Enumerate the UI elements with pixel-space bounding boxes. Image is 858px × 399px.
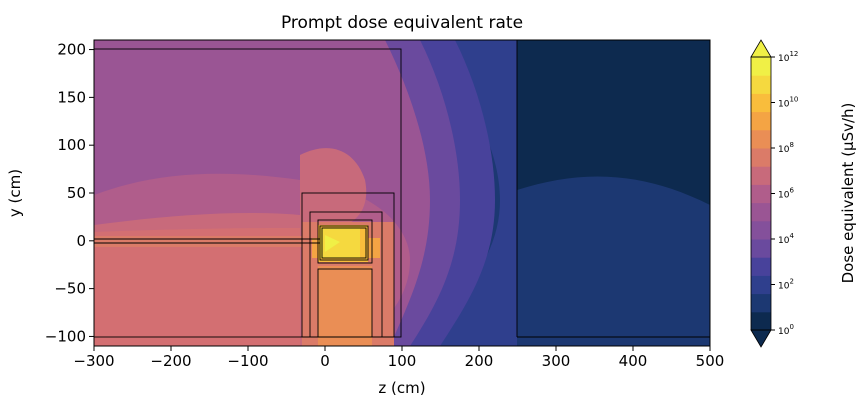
colorbar-extend-min [750, 329, 772, 348]
x-axis: −300 −200 −100 0 100 200 300 400 500 [73, 346, 724, 370]
colorbar-segment [751, 202, 771, 222]
x-tick-label: 100 [388, 352, 417, 370]
colorbar-segment [751, 166, 771, 185]
colorbar-segment [751, 257, 771, 276]
x-tick-label: 400 [619, 352, 648, 370]
x-tick-label: −200 [150, 352, 191, 370]
colorbar-tick-label: 104 [778, 232, 794, 246]
colorbar-segment [751, 111, 771, 131]
colorbar-segment [751, 239, 771, 258]
y-tick-label: 50 [67, 184, 86, 202]
colorbar-segment [751, 129, 771, 149]
region-level-3 [420, 40, 517, 346]
x-axis-label: z (cm) [378, 379, 425, 397]
y-tick-label: 150 [57, 88, 86, 106]
colorbar-extend-max [750, 39, 772, 58]
colorbar-segment [751, 57, 771, 76]
colorbar-tick-label: 108 [778, 141, 794, 155]
y-tick-label: 100 [57, 136, 86, 154]
colorbar-tick-label: 100 [778, 323, 794, 337]
colorbar-segment [751, 220, 771, 240]
region-target-peak [325, 235, 340, 252]
x-tick-label: 500 [696, 352, 725, 370]
x-tick-label: −100 [227, 352, 268, 370]
y-tick-label: 0 [76, 232, 86, 250]
colorbar-tick-label: 1012 [778, 50, 798, 64]
x-tick-label: −300 [73, 352, 114, 370]
x-tick-label: 0 [320, 352, 330, 370]
x-tick-label: 300 [542, 352, 571, 370]
colorbar-segment [751, 148, 771, 167]
colorbar: 100 102 104 106 108 1010 1012 [750, 39, 798, 348]
y-tick-label: 200 [57, 41, 86, 59]
colorbar-segment [751, 75, 771, 94]
y-tick-label: −50 [54, 280, 86, 298]
region-upper-right-dark [480, 40, 710, 205]
colorbar-segment [751, 293, 771, 313]
region-shield-inner [318, 266, 372, 346]
geometry-outlines [94, 40, 710, 338]
chart-title: Prompt dose equivalent rate [281, 13, 523, 33]
colorbar-tick-label: 1010 [778, 96, 798, 110]
x-tick-label: 200 [465, 352, 494, 370]
y-tick-label: −100 [45, 327, 86, 345]
colorbar-segment [751, 275, 771, 295]
region-beam-core [94, 236, 330, 247]
colorbar-label: Dose equivalent (μSv/h) [839, 103, 857, 284]
y-axis-label: y (cm) [6, 169, 24, 217]
plot-area [94, 40, 710, 346]
colorbar-segment [751, 311, 771, 331]
colorbar-tick-label: 102 [778, 278, 794, 292]
colorbar-tick-label: 106 [778, 187, 794, 201]
colorbar-segment [751, 184, 771, 204]
y-axis: −100 −50 0 50 100 150 200 [45, 41, 94, 345]
region-level-9 [94, 228, 300, 346]
region-blob [300, 148, 367, 230]
colorbar-segment [751, 93, 771, 113]
